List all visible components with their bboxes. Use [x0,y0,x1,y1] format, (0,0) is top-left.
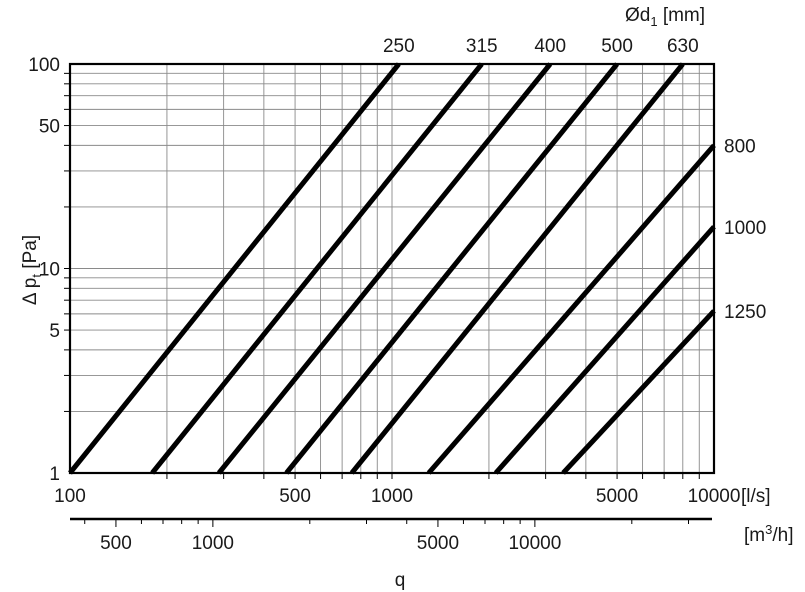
y-tick-label: 1 [49,464,60,485]
y-tick-label: 100 [28,55,60,76]
series-label-1000: 1000 [724,218,766,239]
plot-frame [64,62,716,527]
x-tick-label: 1000 [371,486,413,507]
x-tick-label: 5000 [596,486,638,507]
x-unit-label: [l/s] [741,486,771,507]
y-axis-title: Δ pt [Pa] [20,235,44,305]
x-tick-label: 10000 [688,486,741,507]
series-label-800: 800 [724,136,756,157]
m3h-tick-label: 5000 [417,533,459,554]
m3h-tick-label: 500 [100,533,132,554]
series-line-630 [349,62,685,475]
series-label-630: 630 [667,36,699,57]
series-label-400: 400 [534,36,566,57]
y-tick-label: 5 [49,321,60,342]
x-axis-title: q [395,570,406,591]
series-line-400 [216,62,553,475]
series-lines [68,62,716,475]
series-line-250 [68,62,401,475]
y-tick-label: 10 [39,260,60,281]
diameter-label: Ød1 [mm] [625,5,705,29]
series-line-315 [150,62,484,475]
series-label-500: 500 [601,36,633,57]
series-line-800 [426,143,716,475]
x-tick-label: 100 [54,486,86,507]
series-label-315: 315 [466,36,498,57]
series-line-1250 [561,309,716,475]
series-label-250: 250 [383,36,415,57]
labels: 250 315 400 500 630 800 1000 1250 1 5 10 50 100 100 50… [28,36,770,554]
m3h-tick-label: 10000 [508,533,561,554]
series-line-1000 [493,225,716,475]
y-tick-label: 50 [39,117,60,138]
series-line-500 [284,62,620,475]
x-tick-label: 500 [279,486,311,507]
m3h-tick-label: 1000 [192,533,234,554]
series-label-1250: 1250 [724,302,766,323]
m3h-unit-label: [m3/h] [744,522,793,546]
